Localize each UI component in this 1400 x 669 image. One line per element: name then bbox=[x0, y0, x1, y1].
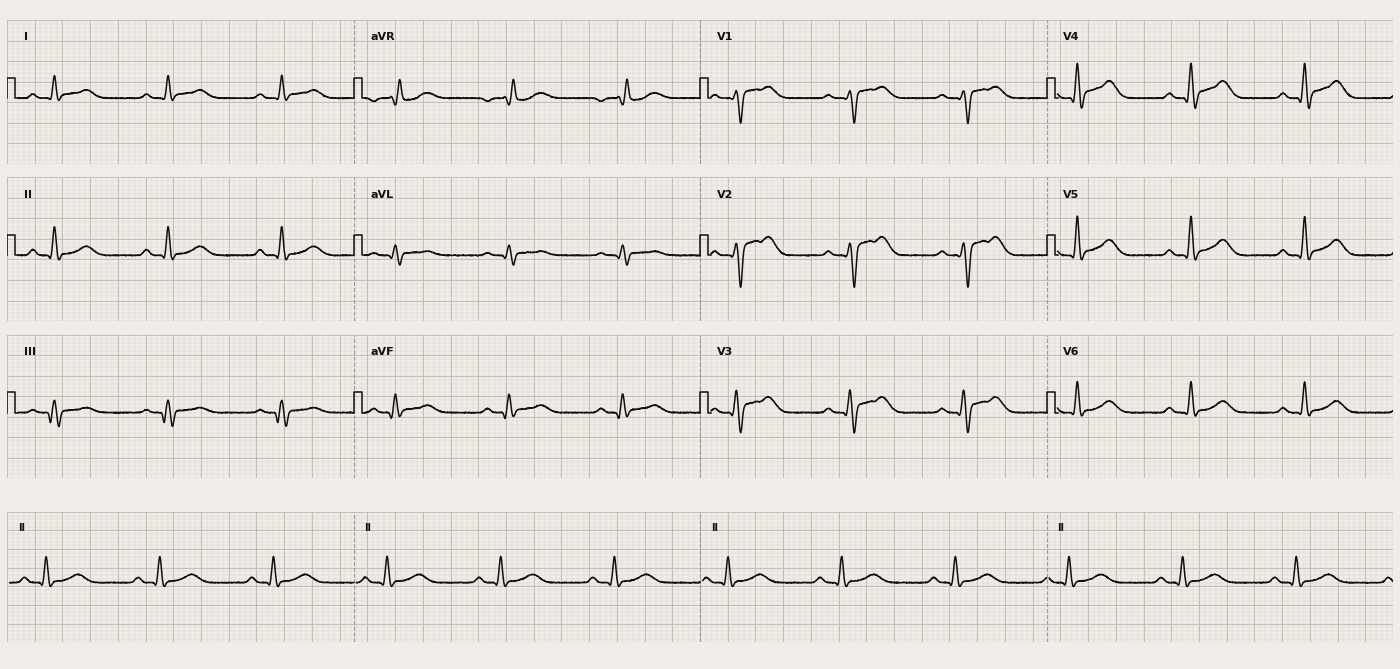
Text: II: II bbox=[364, 523, 371, 533]
Text: V1: V1 bbox=[717, 32, 734, 42]
Text: V6: V6 bbox=[1063, 347, 1079, 357]
Text: III: III bbox=[24, 347, 35, 357]
Text: II: II bbox=[18, 523, 25, 533]
Text: V2: V2 bbox=[717, 189, 734, 199]
Text: II: II bbox=[1057, 523, 1064, 533]
Text: II: II bbox=[711, 523, 718, 533]
Text: V4: V4 bbox=[1063, 32, 1079, 42]
Text: II: II bbox=[24, 189, 32, 199]
Text: aVL: aVL bbox=[370, 189, 393, 199]
Text: aVF: aVF bbox=[370, 347, 393, 357]
Text: I: I bbox=[24, 32, 28, 42]
Text: V3: V3 bbox=[717, 347, 732, 357]
Text: aVR: aVR bbox=[370, 32, 395, 42]
Text: V5: V5 bbox=[1063, 189, 1079, 199]
